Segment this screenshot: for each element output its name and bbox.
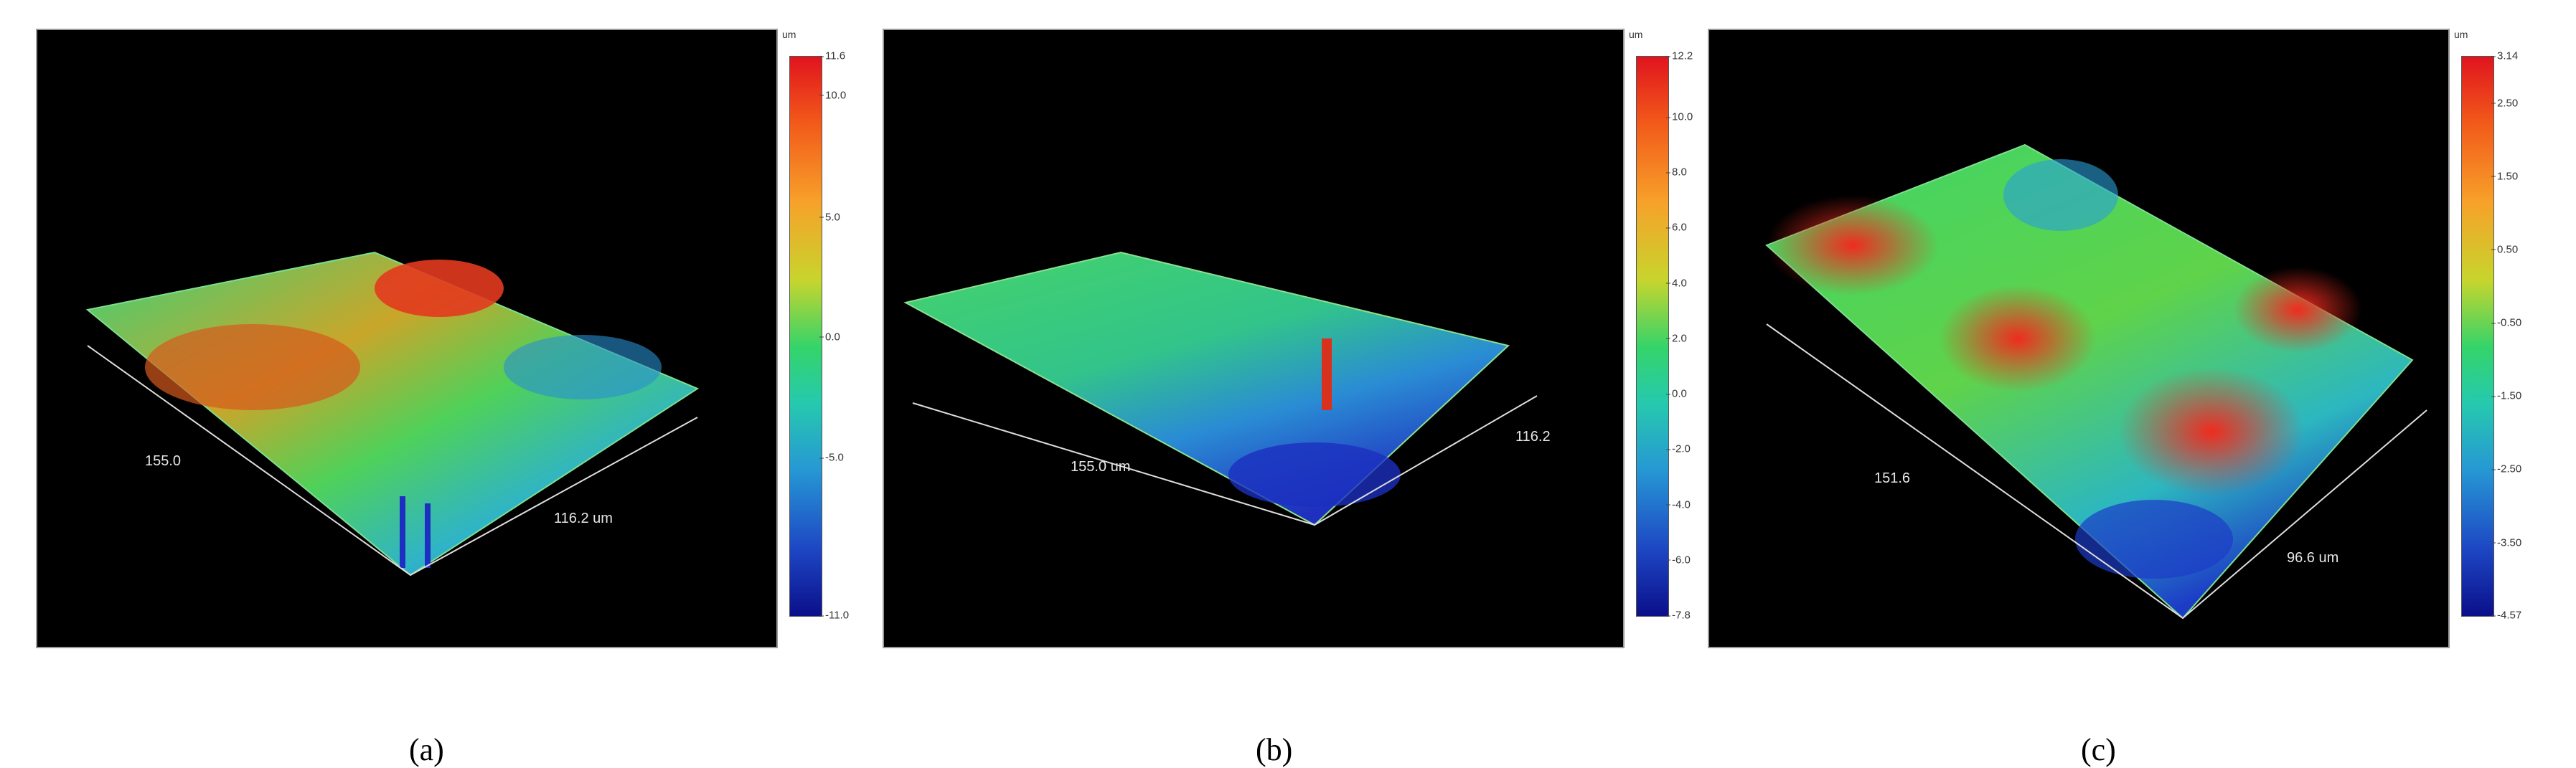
scale-tick: 10.0 <box>819 89 847 102</box>
y-dimension-label: 116.2 <box>1515 429 1551 445</box>
scale-tick: 2.50 <box>2491 97 2519 110</box>
color-scale-ticks: 11.6 10.0 5.0 0.0 -5.0 -11.0 <box>819 50 883 622</box>
color-scale-bar <box>2461 56 2494 617</box>
scale-tick: -0.50 <box>2491 316 2522 329</box>
surface-panel-a: 155.0 116.2 um um 11.6 10.0 5.0 0.0 -5.0… <box>36 29 883 767</box>
scale-tick: -4.57 <box>2491 609 2522 622</box>
scale-tick: -11.0 <box>819 609 850 622</box>
color-scale-bar <box>789 56 822 617</box>
scale-tick: -4.0 <box>1666 498 1691 511</box>
scale-tick: 4.0 <box>1666 277 1687 290</box>
color-scale-ticks: 12.2 10.0 8.0 6.0 4.0 2.0 0.0 -2.0 -4.0 … <box>1665 50 1729 622</box>
scale-tick: 6.0 <box>1666 221 1687 234</box>
x-dimension-label: 151.6 <box>1874 470 1911 486</box>
color-scale-bar <box>1636 56 1669 617</box>
surface-panel-c: 151.6 96.6 um um 3.14 2.50 1.50 0.50 -0.… <box>1708 29 2554 767</box>
surface-render-b <box>903 251 1538 526</box>
scale-tick: -6.0 <box>1666 554 1691 566</box>
panel-caption: (b) <box>1256 732 1293 767</box>
surface-render-c <box>1765 143 2427 620</box>
panel-caption: (a) <box>409 732 444 767</box>
scale-tick: 1.50 <box>2491 170 2519 183</box>
scale-tick: -1.50 <box>2491 389 2522 402</box>
x-dimension-label: 155.0 <box>145 453 182 469</box>
surface-plot-b: 155.0 um 116.2 <box>883 29 1625 648</box>
scale-tick: 11.6 <box>819 49 846 62</box>
surface-plot-c: 151.6 96.6 um <box>1708 29 2450 648</box>
scale-tick: 12.2 <box>1665 49 1693 62</box>
scale-tick: 8.0 <box>1666 166 1687 179</box>
scale-tick: 2.0 <box>1666 332 1687 345</box>
scale-tick: 5.0 <box>819 211 840 224</box>
surface-plot-a: 155.0 116.2 um <box>36 29 778 648</box>
scale-tick: 3.14 <box>2491 49 2519 62</box>
x-dimension-label: 155.0 um <box>1071 459 1131 475</box>
panel-caption: (c) <box>2081 732 2116 767</box>
scale-tick: 0.50 <box>2491 243 2519 256</box>
scale-tick: -3.50 <box>2491 536 2522 549</box>
y-dimension-label: 96.6 um <box>2287 550 2339 566</box>
scale-tick: -5.0 <box>819 451 844 464</box>
scale-tick: 0.0 <box>819 331 840 343</box>
scale-tick: -2.0 <box>1666 442 1691 455</box>
colorbar-unit: um <box>2454 29 2468 40</box>
scale-tick: 10.0 <box>1665 110 1693 123</box>
y-dimension-label: 116.2 um <box>554 511 613 526</box>
color-scale-ticks: 3.14 2.50 1.50 0.50 -0.50 -1.50 -2.50 -3… <box>2491 50 2554 622</box>
surface-render-a <box>85 251 700 577</box>
surface-panel-b: 155.0 um 116.2 um 12.2 10.0 8.0 6.0 4.0 … <box>883 29 1729 767</box>
colorbar-unit: um <box>1629 29 1643 40</box>
scale-tick: -2.50 <box>2491 463 2522 475</box>
scale-tick: 0.0 <box>1666 387 1687 400</box>
colorbar-unit: um <box>782 29 796 40</box>
scale-tick: -7.8 <box>1666 609 1691 622</box>
